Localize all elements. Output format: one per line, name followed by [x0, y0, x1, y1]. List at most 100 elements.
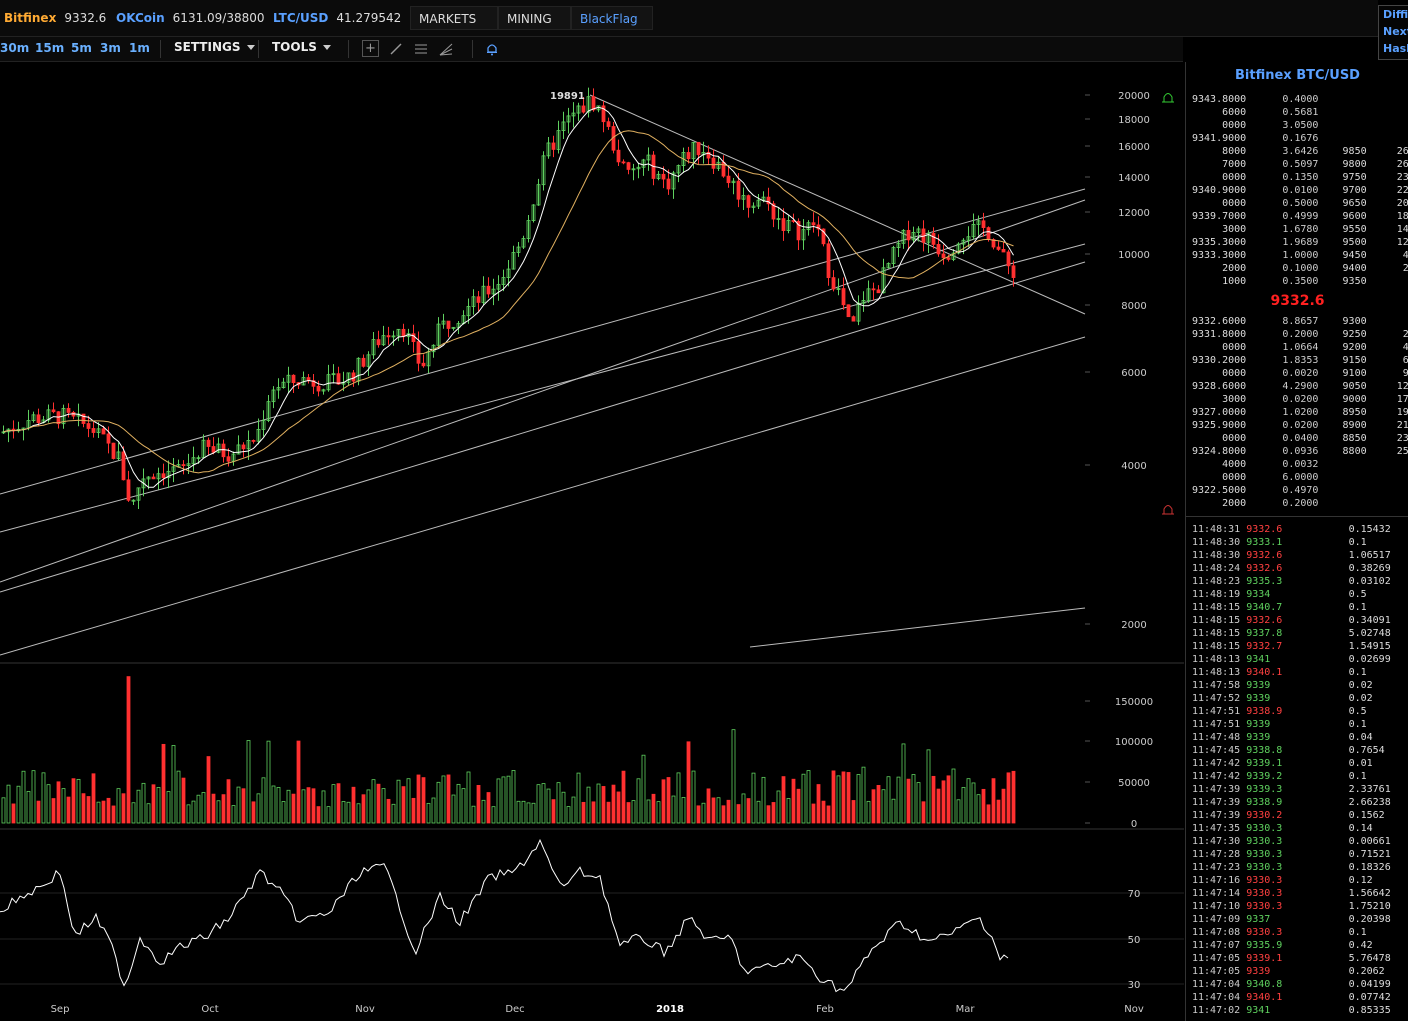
candle-body [396, 328, 401, 337]
candle-body [776, 218, 781, 220]
candle-body [466, 306, 471, 317]
candle-body [991, 239, 996, 248]
volume-bar [51, 798, 56, 824]
volume-bar [766, 805, 771, 824]
volume-bar [246, 740, 251, 824]
timeframe-1m[interactable]: 1m [129, 41, 150, 55]
candle-body [876, 289, 881, 294]
candle-body [281, 381, 286, 388]
candle-body [761, 196, 766, 201]
volume-bar [386, 798, 391, 824]
date-tick-label: Oct [201, 1004, 218, 1015]
volume-bar [191, 800, 196, 824]
volume-bar [456, 783, 461, 824]
candle-body [581, 105, 586, 113]
candle-body [441, 320, 446, 325]
moving-averages [3, 106, 1014, 488]
candle-body [391, 335, 396, 338]
alert-bell-green-icon[interactable] [1162, 93, 1174, 103]
volume-bar [826, 805, 831, 824]
candle-body [321, 389, 326, 392]
trade-row: 11:47:39 9338.9 2.66238 [1192, 797, 1391, 808]
candle-body [486, 285, 491, 295]
ask-row: 9340.9000 0.0100 9700 2202 [1192, 185, 1408, 196]
ask-row: 9341.9000 0.1676 [1192, 133, 1337, 144]
ticker-okcoin[interactable]: OKCoin 6131.09/38800 [116, 11, 265, 25]
settings-menu[interactable]: SETTINGS [174, 40, 255, 54]
fib-fan-glyph [439, 43, 453, 56]
volume-bar [906, 778, 911, 824]
candle-body [576, 105, 581, 114]
price-tick-label: 4000 [1121, 461, 1146, 472]
ticker-bitfinex[interactable]: Bitfinex 9332.6 [4, 11, 106, 25]
volume-bar [996, 799, 1001, 824]
date-tick-label: 2018 [656, 1004, 684, 1015]
candle-body [626, 162, 631, 170]
alert-bell-icon[interactable] [484, 41, 500, 57]
line-draw-icon[interactable] [388, 41, 404, 57]
mining-menu[interactable]: MINING [498, 6, 571, 46]
volume-bar [676, 772, 681, 824]
candle-body [996, 246, 1001, 250]
volume-bar [286, 789, 291, 824]
candle-body [381, 335, 386, 346]
volume-bar [806, 770, 811, 824]
ask-row: 8000 3.6426 9850 2653 [1192, 146, 1408, 157]
volume-bar [166, 791, 171, 824]
bid-row: 0000 1.0664 9200 405 [1192, 342, 1408, 353]
timeframe-15m[interactable]: 15m [35, 41, 65, 55]
blackflag-menu[interactable]: BlackFlag [571, 6, 653, 46]
trade-row: 11:48:13 9340.1 0.1 [1192, 667, 1367, 678]
date-tick-label: Dec [505, 1004, 524, 1015]
volume-bar [831, 770, 836, 824]
volume-bar [636, 778, 641, 824]
volume-bar [221, 794, 226, 824]
volume-bar [391, 803, 396, 824]
candle-body [731, 180, 736, 184]
volume-tick-label: 50000 [1118, 778, 1150, 789]
candle-body [286, 374, 291, 383]
tools-menu[interactable]: TOOLS [272, 40, 331, 54]
price-chart[interactable]: 2000018000160001400012000100008000600040… [0, 62, 1184, 1021]
candle-body [236, 444, 241, 455]
alert-bell-red-icon[interactable] [1162, 505, 1174, 515]
price-tick-label: 12000 [1118, 208, 1150, 219]
candle-body [931, 232, 936, 245]
volume-bar [621, 770, 626, 824]
order-book-title: Bitfinex BTC/USD [1235, 68, 1360, 83]
volume-bar [961, 787, 966, 824]
volume-bar [281, 801, 286, 824]
timeframe-3m[interactable]: 3m [100, 41, 121, 55]
volume-bar [16, 785, 21, 824]
volume-bar [721, 805, 726, 824]
candle-body [211, 446, 216, 453]
volume-bar [236, 786, 241, 824]
timeframe-30m[interactable]: 30m [0, 41, 30, 55]
volume-bar [561, 791, 566, 824]
candle-body [401, 328, 406, 338]
candle-body [456, 323, 461, 328]
trade-row: 11:47:02 9341 0.85335 [1192, 1005, 1391, 1016]
ticker-ltc-usd[interactable]: LTC/USD 41.279542 [273, 11, 401, 25]
trade-row: 11:48:13 9341 0.02699 [1192, 654, 1391, 665]
crosshair-icon[interactable]: + [362, 40, 379, 57]
volume-bar [416, 774, 421, 824]
candle-body [371, 339, 376, 356]
volume-bar [591, 801, 596, 824]
volume-bar [146, 803, 151, 824]
volume-bar [186, 804, 191, 824]
oscillator-gridlines [0, 892, 1184, 985]
fib-fan-icon[interactable] [438, 41, 454, 57]
timeframe-5m[interactable]: 5m [71, 41, 92, 55]
volume-bar [441, 775, 446, 824]
bid-row: 9327.0000 1.0200 8950 1997 [1192, 407, 1408, 418]
candle-body [971, 223, 976, 238]
volume-bar [711, 797, 716, 824]
candle-body [691, 141, 696, 160]
candle-body [686, 152, 691, 160]
volume-bar [371, 779, 376, 824]
markets-menu[interactable]: MARKETS [410, 6, 498, 46]
horizontal-lines-icon[interactable] [413, 41, 429, 57]
volume-bar [941, 780, 946, 824]
volume-tick-label: 150000 [1115, 697, 1153, 708]
